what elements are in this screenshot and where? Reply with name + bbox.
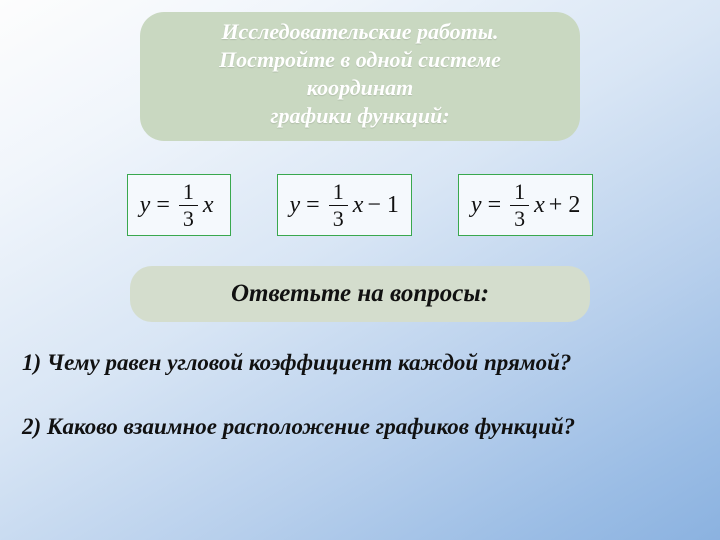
header-line-1: Исследовательские работы.	[156, 18, 564, 46]
equals-sign: =	[306, 192, 320, 219]
formula-var: x	[353, 192, 364, 219]
formula-box-3: y = 1 3 x + 2	[458, 174, 593, 236]
fraction-num: 1	[179, 181, 198, 203]
fraction-num: 1	[329, 181, 348, 203]
formula-lhs: y	[140, 192, 151, 219]
fraction-den: 3	[329, 208, 348, 230]
formula-var: x	[534, 192, 545, 219]
formula-box-2: y = 1 3 x − 1	[277, 174, 412, 236]
formula-lhs: y	[471, 192, 482, 219]
question-2: 2) Каково взаимное расположение графиков…	[22, 414, 702, 440]
formula-var: x	[203, 192, 214, 219]
header-panel: Исследовательские работы. Постройте в од…	[140, 12, 580, 141]
equals-sign: =	[156, 192, 170, 219]
formula-box-1: y = 1 3 x	[127, 174, 231, 236]
equals-sign: =	[488, 192, 502, 219]
fraction-den: 3	[510, 208, 529, 230]
fraction-num: 1	[510, 181, 529, 203]
answer-prompt-text: Ответьте на вопросы:	[231, 280, 489, 308]
fraction-den: 3	[179, 208, 198, 230]
formula-tail: + 2	[549, 192, 581, 219]
header-line-2: Постройте в одной системе	[156, 46, 564, 74]
answer-prompt-panel: Ответьте на вопросы:	[130, 266, 590, 322]
question-1: 1) Чему равен угловой коэффициент каждой…	[22, 350, 702, 376]
header-line-3: координат	[156, 74, 564, 102]
fraction: 1 3	[329, 181, 348, 230]
fraction: 1 3	[179, 181, 198, 230]
formula-tail: − 1	[367, 192, 399, 219]
formula-row: y = 1 3 x y = 1 3 x − 1 y = 1 3 x + 2	[0, 174, 720, 236]
formula-lhs: y	[290, 192, 301, 219]
fraction: 1 3	[510, 181, 529, 230]
header-line-4: графики функций:	[156, 102, 564, 130]
